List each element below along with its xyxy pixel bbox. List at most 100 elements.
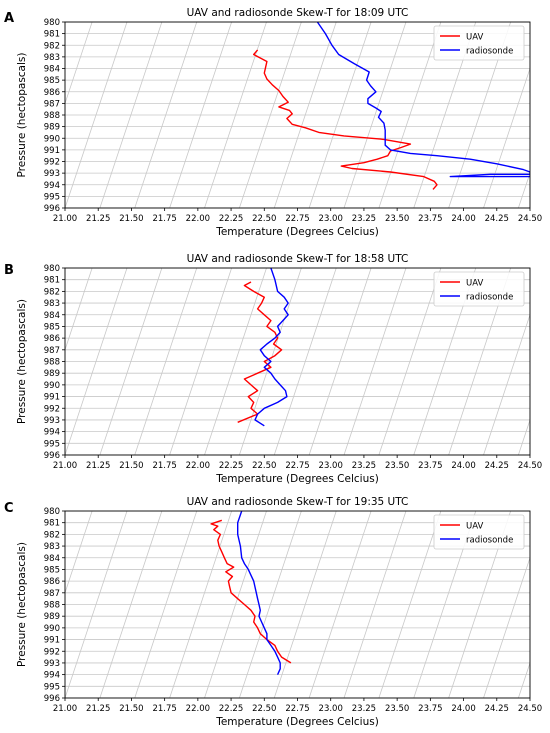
x-tick-label: 23.00: [319, 214, 343, 224]
series-line-radiosonde: [316, 22, 530, 178]
legend: UAV radiosonde: [433, 514, 525, 550]
isotherm-gridline: [378, 511, 442, 698]
y-tick-label: 994: [44, 671, 60, 681]
y-tick-label: 988: [44, 358, 60, 368]
x-tick-label: 21.50: [119, 704, 143, 714]
isotherm-gridline: [169, 22, 233, 208]
isotherm-gridline: [169, 511, 233, 698]
x-axis-label: Temperature (Degrees Celcius): [215, 473, 379, 485]
y-tick-label: 987: [44, 589, 60, 599]
x-tick-label: 23.50: [385, 704, 409, 714]
grid: [65, 22, 530, 208]
x-tick-label: 22.75: [285, 461, 309, 471]
x-tick-label: 23.25: [352, 214, 376, 224]
isotherm-gridline: [273, 511, 337, 698]
isotherm-gridline: [65, 511, 93, 595]
y-tick-label: 980: [44, 18, 60, 28]
x-axis-label: Temperature (Degrees Celcius): [215, 716, 379, 728]
y-tick-label: 996: [44, 204, 60, 214]
y-tick-label: 986: [44, 334, 60, 344]
x-tick-label: 24.00: [451, 704, 475, 714]
x-tick-label: 24.50: [518, 704, 542, 714]
isotherm-gridline: [238, 22, 302, 208]
x-tick-label: 23.75: [418, 704, 442, 714]
x-axis-label: Temperature (Degrees Celcius): [215, 226, 379, 238]
y-tick-label: 994: [44, 181, 60, 191]
isotherm-gridline: [134, 511, 198, 698]
legend: UAV radiosonde: [433, 271, 525, 307]
panel-label: C: [4, 501, 14, 516]
isotherm-gridline: [343, 22, 407, 208]
x-tick-label: 23.75: [418, 461, 442, 471]
y-tick-label: 985: [44, 76, 60, 86]
x-tick-label: 21.25: [86, 704, 110, 714]
y-tick-label: 984: [44, 554, 60, 564]
x-tick-label: 23.00: [319, 704, 343, 714]
x-tick-label: 22.00: [186, 704, 210, 714]
x-tick-label: 21.25: [86, 461, 110, 471]
legend-label-radiosonde: radiosonde: [466, 47, 513, 57]
legend-box: [433, 271, 525, 307]
isotherm-gridline: [134, 22, 198, 208]
isotherm-gridline: [65, 268, 128, 455]
x-tick-label: 21.00: [53, 214, 77, 224]
y-tick-label: 982: [44, 41, 60, 51]
isotherm-gridline: [65, 268, 93, 352]
isotherm-gridline: [308, 511, 372, 698]
isotherm-gridline: [483, 313, 530, 455]
y-tick-label: 995: [44, 682, 60, 692]
x-tick-label: 22.75: [285, 214, 309, 224]
y-tick-label: 984: [44, 65, 60, 75]
legend-box: [433, 25, 525, 61]
isotherm-gridline: [343, 268, 407, 455]
y-tick-label: 984: [44, 311, 60, 321]
isotherm-gridline: [483, 556, 530, 698]
panel-label: A: [4, 11, 14, 26]
x-tick-label: 22.25: [219, 461, 243, 471]
x-tick-label: 21.75: [152, 214, 176, 224]
y-tick-label: 981: [44, 276, 60, 286]
y-tick-label: 994: [44, 428, 60, 438]
x-tick-label: 21.50: [119, 461, 143, 471]
y-tick-label: 991: [44, 146, 60, 156]
chart-title: UAV and radiosonde Skew-T for 18:58 UTC: [187, 253, 409, 265]
x-tick-label: 21.75: [152, 704, 176, 714]
series-line-uav: [237, 281, 283, 423]
y-tick-label: 983: [44, 299, 60, 309]
y-tick-label: 993: [44, 169, 60, 179]
y-tick-label: 981: [44, 519, 60, 529]
x-tick-label: 23.25: [352, 704, 376, 714]
series-group: [237, 268, 289, 427]
x-tick-label: 22.25: [219, 704, 243, 714]
isotherm-gridline: [134, 268, 198, 455]
x-tick-label: 24.50: [518, 214, 542, 224]
isotherm-gridline: [204, 22, 267, 208]
isotherm-gridline: [378, 22, 442, 208]
y-tick-label: 982: [44, 530, 60, 540]
isotherm-gridline: [378, 268, 442, 455]
x-tick-label: 23.25: [352, 461, 376, 471]
y-tick-label: 981: [44, 30, 60, 40]
isotherm-gridline: [204, 511, 267, 698]
y-tick-label: 988: [44, 601, 60, 611]
series-group: [210, 511, 292, 675]
y-tick-label: 985: [44, 565, 60, 575]
chart-panel-b: 9809819829839849859869879889899909919929…: [4, 253, 542, 485]
x-tick-label: 24.50: [518, 461, 542, 471]
y-tick-label: 983: [44, 542, 60, 552]
x-tick-label: 22.50: [252, 214, 276, 224]
legend-label-radiosonde: radiosonde: [466, 293, 513, 303]
x-tick-label: 21.25: [86, 214, 110, 224]
y-tick-label: 991: [44, 636, 60, 646]
x-tick-label: 24.00: [451, 461, 475, 471]
isotherm-gridline: [238, 511, 302, 698]
isotherm-gridline: [99, 511, 163, 698]
y-tick-label: 982: [44, 287, 60, 297]
isotherm-gridline: [204, 268, 267, 455]
x-tick-label: 22.75: [285, 704, 309, 714]
y-tick-label: 992: [44, 404, 60, 414]
isotherm-gridline: [517, 661, 530, 698]
isotherm-gridline: [65, 511, 128, 698]
chart-title: UAV and radiosonde Skew-T for 18:09 UTC: [187, 7, 409, 19]
